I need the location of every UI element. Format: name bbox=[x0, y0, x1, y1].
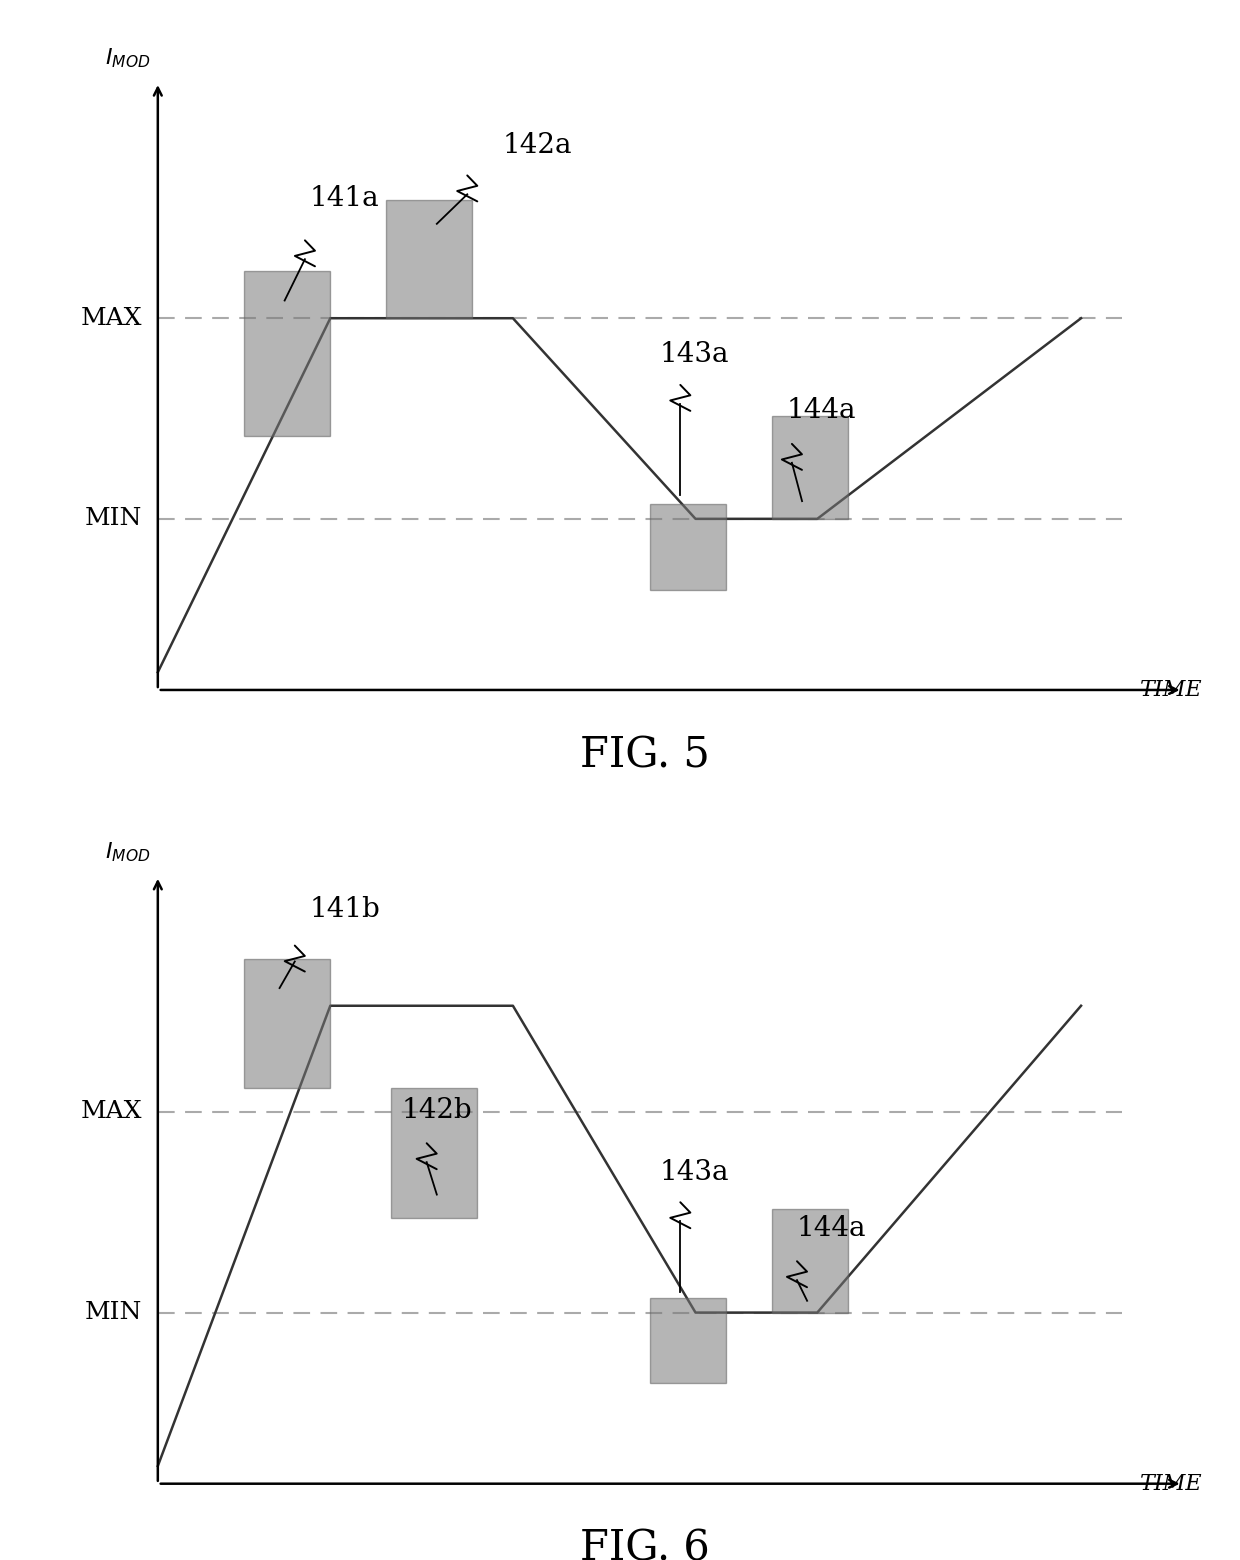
Text: $I_{MOD}$: $I_{MOD}$ bbox=[104, 841, 150, 864]
Text: 141b: 141b bbox=[310, 895, 381, 924]
Text: MIN: MIN bbox=[86, 507, 143, 530]
Bar bbox=[244, 271, 330, 437]
Text: FIG. 6: FIG. 6 bbox=[580, 1527, 709, 1560]
Text: 142a: 142a bbox=[502, 133, 573, 159]
Text: 143a: 143a bbox=[660, 342, 729, 368]
Bar bbox=[650, 504, 725, 590]
Text: $I_{MOD}$: $I_{MOD}$ bbox=[104, 47, 150, 70]
Bar bbox=[771, 415, 848, 519]
Text: 144a: 144a bbox=[787, 398, 857, 424]
Text: MAX: MAX bbox=[81, 307, 143, 329]
Text: 143a: 143a bbox=[660, 1159, 729, 1186]
Bar bbox=[391, 1089, 477, 1218]
Text: MIN: MIN bbox=[86, 1301, 143, 1324]
Text: 141a: 141a bbox=[310, 186, 379, 212]
Bar bbox=[771, 1209, 848, 1312]
Text: 144a: 144a bbox=[797, 1215, 867, 1242]
Text: TIME: TIME bbox=[1140, 679, 1203, 700]
Text: 142b: 142b bbox=[402, 1097, 472, 1123]
Bar bbox=[386, 200, 472, 318]
Bar bbox=[650, 1298, 725, 1384]
Text: TIME: TIME bbox=[1140, 1473, 1203, 1494]
Text: FIG. 5: FIG. 5 bbox=[580, 735, 709, 777]
Bar bbox=[244, 958, 330, 1089]
Text: MAX: MAX bbox=[81, 1100, 143, 1123]
